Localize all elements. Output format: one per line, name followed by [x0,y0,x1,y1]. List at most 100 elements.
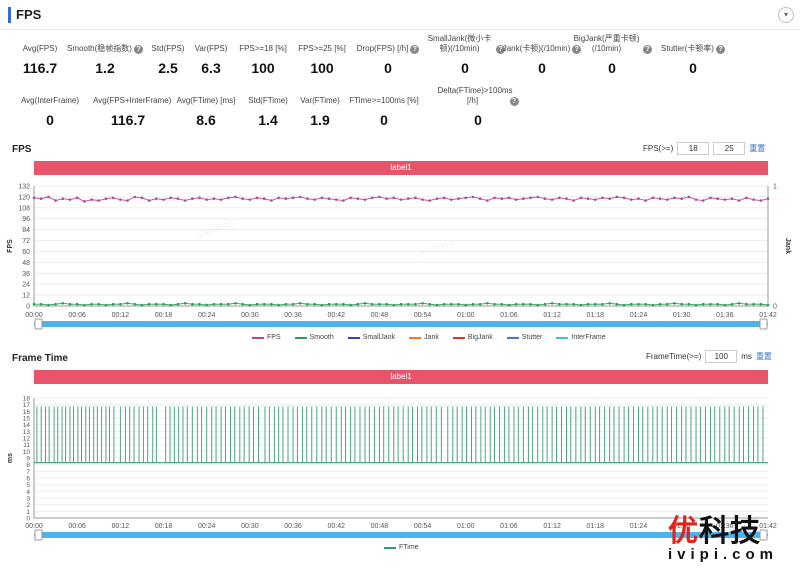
help-icon[interactable]: ? [133,45,143,54]
legend-swatch [294,336,307,339]
frametime-threshold-label: FrameTime(>=) [646,352,702,361]
legend-item-jank[interactable]: Jank [409,334,439,341]
page-title: FPS [16,7,42,22]
fps-series-fps-point [579,196,583,200]
fps-y-tick-label: 72 [22,238,30,245]
fps-series-fps-point [277,196,280,200]
fps-legend: FPS Smooth SmallJank Jank BigJank Stutter Inte… [252,334,606,341]
fps-series-smooth-point [61,301,65,305]
legend-item-fps[interactable]: FPS [252,334,281,341]
fps-series-fps-point [406,197,410,201]
legend-item-ftime[interactable]: FTime [384,544,419,551]
fps-series-smooth-point [478,302,482,306]
legend-item-smalljank[interactable]: SmallJank [347,334,396,341]
fps-series-smooth-point [349,303,352,307]
help-icon[interactable]: ? [643,45,652,54]
stat-label-text: Std(FPS) [151,44,185,53]
fps-series-fps-point [478,197,482,201]
fps-series-smooth-point [658,302,662,306]
ft-x-tick-label: 01:42 [759,523,777,530]
legend-item-bigjank[interactable]: BigJank [452,334,493,341]
fps-series-fps-point [349,196,352,200]
fps-reset-button[interactable]: 重置 [749,144,766,153]
fps-series-smooth-point [234,301,237,305]
fps-series-smooth-point [119,302,122,306]
fps-series-fps-point [529,196,532,200]
ft-y-tick-label: 16 [23,409,31,416]
ft-y-tick-label: 5 [26,482,30,489]
fps-zoom-scrollbar[interactable] [34,321,768,327]
fps-threshold-input-1[interactable]: 18 [677,142,710,155]
frametime-reset-button[interactable]: 重置 [755,352,772,361]
collapse-icon[interactable]: ▾ [778,7,794,23]
fps-series-fps-point [558,196,561,200]
help-icon[interactable]: ? [410,45,420,54]
frametime-threshold-input[interactable]: 100 [705,350,738,363]
help-icon[interactable]: ? [715,45,725,54]
fps-series-smooth-point [558,302,561,306]
stat-stats_row2-0: Avg(InterFrame) 0 [10,84,90,128]
fps-zoom-handle-left[interactable] [34,318,43,330]
ft-x-tick-label: 01:18 [587,523,605,530]
stat-label: FPS>=25 [%] [282,32,362,54]
fps-series-fps-point [385,197,388,201]
ft-y-tick-label: 9 [26,456,30,463]
fps-series-smooth-point [709,302,712,306]
fps-x-tick-label: 01:12 [543,312,561,319]
ft-zoom-handle-right[interactable] [759,529,768,541]
fps-series-smooth-point [428,302,432,306]
ft-x-tick-label: 01:36 [716,523,734,530]
fps-threshold-input-2[interactable]: 25 [713,142,746,155]
fps-y-tick-label: 132 [18,184,30,191]
stat-value: 100 [251,60,275,76]
ft-x-tick-label: 00:42 [327,523,345,530]
fps-series-smooth-point [723,303,727,307]
ft-zoom-scrollbar[interactable] [34,532,768,538]
fps-series-smooth-point [327,302,331,306]
legend-label: SmallJank [362,334,396,341]
stat-stats_row2-3: Std(FTime) 1.4 [228,84,308,128]
fps-series-fps-point [147,199,151,202]
fps-series-smooth-point [255,302,259,306]
fps-series-smooth-point [507,303,511,307]
ft-zoom-handle-left[interactable] [34,529,43,541]
fps-series-smooth-point [262,302,266,306]
fps-series-fps-point [629,198,633,201]
legend-item-smooth[interactable]: Smooth [294,334,334,341]
fps-series-fps-point [730,197,734,201]
fps-series-fps-point [759,199,763,202]
fps-series-smooth-point [450,302,453,306]
fps-zoom-handle-right[interactable] [759,318,768,330]
fps-y-tick-label: 96 [22,216,30,223]
ft-y-tick-label: 15 [23,416,31,423]
help-icon[interactable]: ? [496,45,505,54]
stat-label-text: Drop(FPS) [/h] [356,44,409,53]
fps-series-smooth-point [421,301,424,305]
fps-series-fps-point [493,196,496,200]
help-icon[interactable]: ? [509,97,519,106]
stat-value: 100 [310,60,334,76]
fps-series-smooth-point [356,302,360,306]
stat-stats_row2-1: Avg(FPS+InterFrame) 116.7 [88,84,171,128]
legend-item-stutter[interactable]: Stutter [506,334,542,341]
legend-label: FPS [267,334,281,341]
fps-series-smooth-point [579,303,583,307]
stat-value: 116.7 [110,112,146,128]
fps-series-fps-point [378,195,381,199]
fps-series-fps-point [550,198,554,201]
fps-x-tick-label: 00:42 [327,312,345,319]
fps-series-smooth-point [522,302,525,306]
fps-series-smooth-point [191,302,194,306]
fps-x-tick-label: 00:18 [155,312,173,319]
fps-series-smooth-point [615,302,619,306]
fps-label-bar: label1 [34,161,768,175]
fps-y2-axis-label: Jank [784,238,791,254]
fps-series-fps-point [284,197,288,201]
stat-stats_row1-6: Drop(FPS) [/h]? 0 [348,32,428,76]
ft-y-tick-label: 0 [26,516,30,523]
legend-item-interframe[interactable]: InterFrame [556,334,606,341]
fps-x-tick-label: 00:30 [241,312,259,319]
fps-series-smooth-point [694,303,698,307]
help-icon[interactable]: ? [572,45,582,54]
fps-series-smooth-point [464,303,468,307]
